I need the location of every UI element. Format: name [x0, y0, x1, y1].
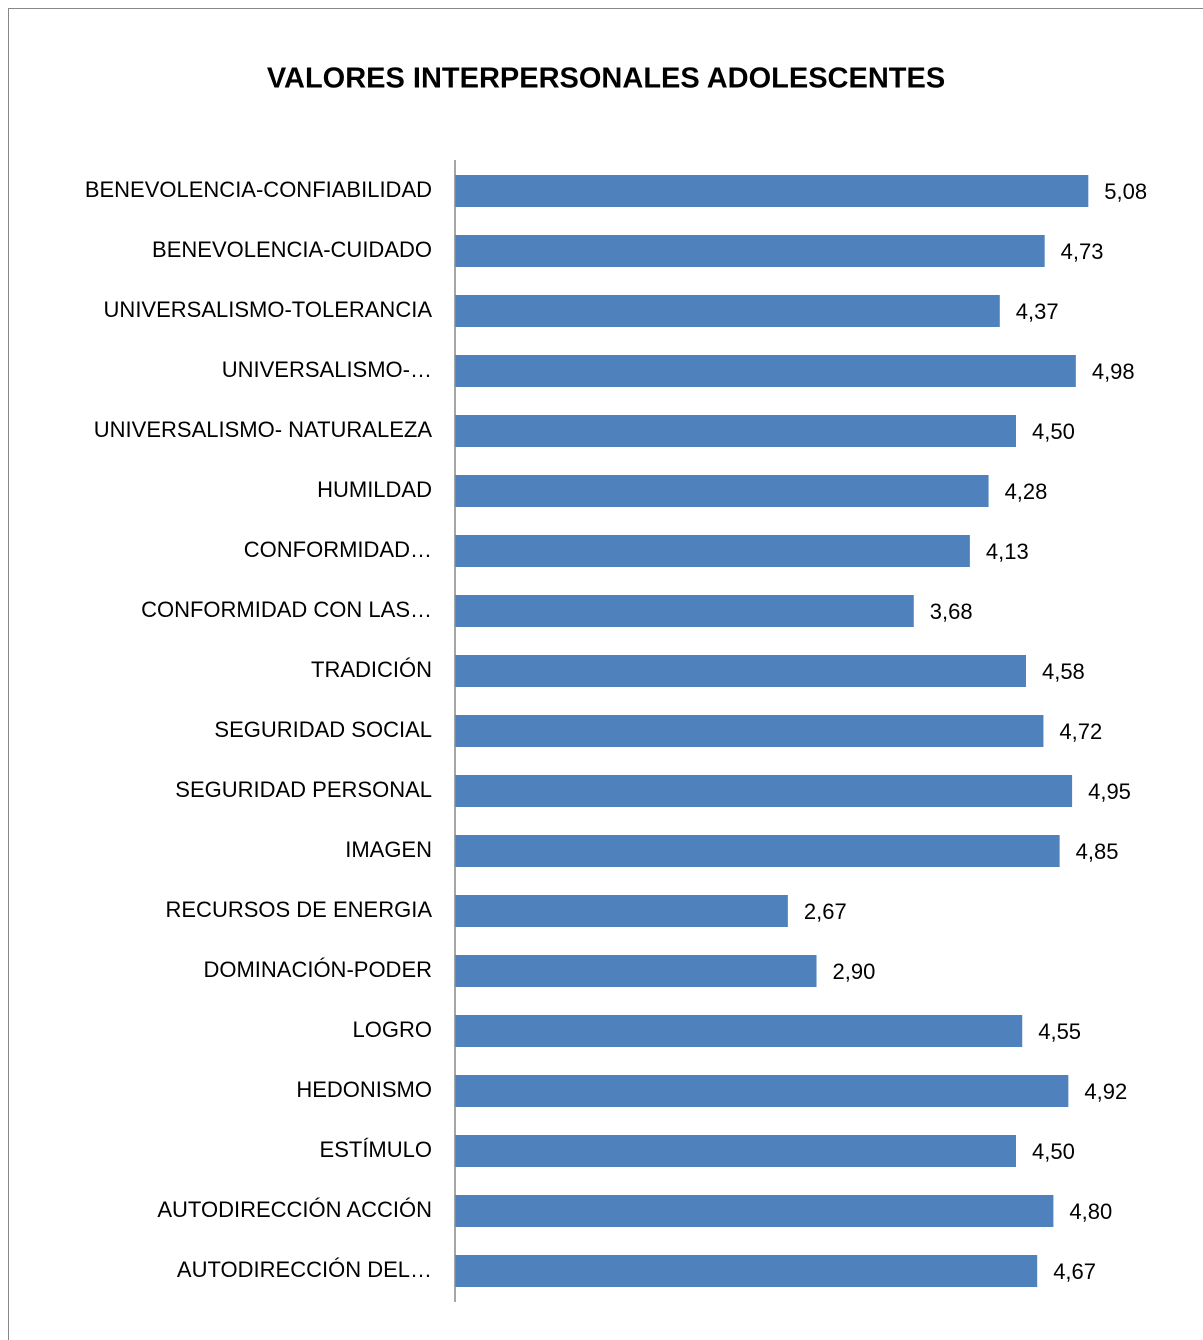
- value-label: 4,67: [1053, 1259, 1096, 1284]
- value-label: 4,28: [1005, 479, 1048, 504]
- y-tick-label: AUTODIRECCIÓN DEL…: [177, 1257, 432, 1282]
- bar: [455, 415, 1016, 447]
- bar: [455, 295, 1000, 327]
- value-label: 4,50: [1032, 419, 1075, 444]
- bar: [455, 1015, 1023, 1047]
- y-tick-label: DOMINACIÓN-PODER: [203, 957, 432, 982]
- bar: [455, 895, 788, 927]
- y-tick-label: BENEVOLENCIA-CUIDADO: [152, 237, 432, 262]
- value-label: 4,37: [1016, 299, 1059, 324]
- value-label: 4,85: [1076, 839, 1119, 864]
- bar: [455, 355, 1076, 387]
- y-tick-label: TRADICIÓN: [311, 657, 432, 682]
- bar: [455, 835, 1060, 867]
- bar: [455, 1135, 1016, 1167]
- y-tick-label: RECURSOS DE ENERGIA: [166, 897, 433, 922]
- bar: [455, 955, 817, 987]
- value-label: 4,72: [1059, 719, 1102, 744]
- bar: [455, 475, 989, 507]
- value-label: 3,68: [930, 599, 973, 624]
- y-tick-label: CONFORMIDAD CON LAS…: [141, 597, 432, 622]
- y-tick-label: HUMILDAD: [317, 477, 432, 502]
- y-tick-label: LOGRO: [353, 1017, 432, 1042]
- value-label: 4,55: [1038, 1019, 1081, 1044]
- value-label: 2,67: [804, 899, 847, 924]
- y-tick-label: BENEVOLENCIA-CONFIABILIDAD: [85, 177, 432, 202]
- value-label: 4,73: [1061, 239, 1104, 264]
- value-label: 2,90: [833, 959, 876, 984]
- value-label: 4,98: [1092, 359, 1135, 384]
- bar: [455, 1195, 1054, 1227]
- y-tick-label: IMAGEN: [345, 837, 432, 862]
- y-tick-label: SEGURIDAD SOCIAL: [214, 717, 432, 742]
- y-tick-label: AUTODIRECCIÓN ACCIÓN: [157, 1197, 432, 1222]
- y-tick-label: UNIVERSALISMO-…: [222, 357, 432, 382]
- y-tick-label: CONFORMIDAD…: [244, 537, 432, 562]
- bar: [455, 1075, 1069, 1107]
- value-label: 4,80: [1069, 1199, 1112, 1224]
- y-tick-label: HEDONISMO: [296, 1077, 432, 1102]
- value-label: 4,50: [1032, 1139, 1075, 1164]
- bar: [455, 655, 1026, 687]
- chart-title: VALORES INTERPERSONALES ADOLESCENTES: [267, 63, 945, 95]
- bar: [455, 175, 1089, 207]
- value-label: 4,95: [1088, 779, 1131, 804]
- bar: [455, 1255, 1038, 1287]
- value-label: 4,92: [1084, 1079, 1127, 1104]
- value-label: 4,58: [1042, 659, 1085, 684]
- bar: [455, 595, 914, 627]
- frame: [8, 8, 1203, 1340]
- y-tick-label: ESTÍMULO: [320, 1137, 432, 1162]
- y-tick-label: UNIVERSALISMO- NATURALEZA: [94, 417, 433, 442]
- bar: [455, 535, 970, 567]
- bar: [455, 235, 1045, 267]
- bar: [455, 715, 1044, 747]
- y-tick-label: SEGURIDAD PERSONAL: [175, 777, 432, 802]
- bar: [455, 775, 1073, 807]
- value-label: 4,13: [986, 539, 1029, 564]
- value-label: 5,08: [1104, 179, 1147, 204]
- y-tick-label: UNIVERSALISMO-TOLERANCIA: [104, 297, 433, 322]
